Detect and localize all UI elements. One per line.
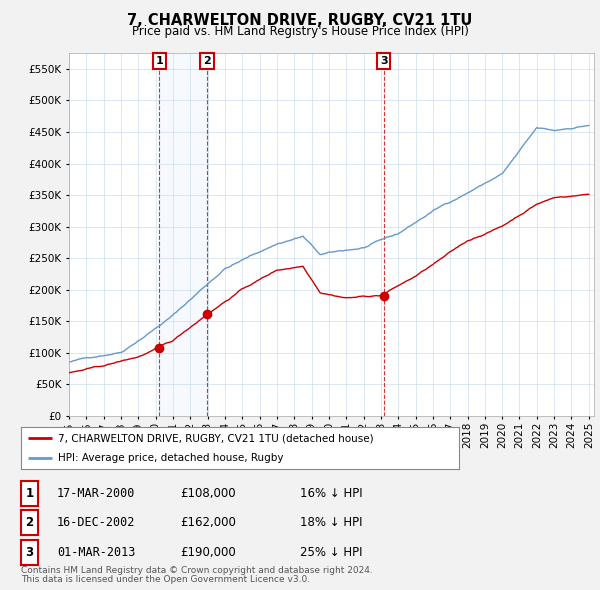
Text: 01-MAR-2013: 01-MAR-2013: [57, 546, 136, 559]
Text: £162,000: £162,000: [180, 516, 236, 529]
Text: 3: 3: [380, 56, 388, 66]
Text: 25% ↓ HPI: 25% ↓ HPI: [300, 546, 362, 559]
Text: Contains HM Land Registry data © Crown copyright and database right 2024.: Contains HM Land Registry data © Crown c…: [21, 566, 373, 575]
Text: 17-MAR-2000: 17-MAR-2000: [57, 487, 136, 500]
Bar: [159, 53, 207, 416]
Text: 1: 1: [25, 487, 34, 500]
Text: 16-DEC-2002: 16-DEC-2002: [57, 516, 136, 529]
Text: 1: 1: [155, 56, 163, 66]
Text: 2: 2: [203, 56, 211, 66]
Text: 7, CHARWELTON DRIVE, RUGBY, CV21 1TU (detached house): 7, CHARWELTON DRIVE, RUGBY, CV21 1TU (de…: [58, 433, 374, 443]
Text: 18% ↓ HPI: 18% ↓ HPI: [300, 516, 362, 529]
Text: HPI: Average price, detached house, Rugby: HPI: Average price, detached house, Rugb…: [58, 453, 284, 463]
Text: £108,000: £108,000: [180, 487, 236, 500]
Text: 7, CHARWELTON DRIVE, RUGBY, CV21 1TU: 7, CHARWELTON DRIVE, RUGBY, CV21 1TU: [127, 13, 473, 28]
Text: 2: 2: [25, 516, 34, 529]
Text: £190,000: £190,000: [180, 546, 236, 559]
Text: 16% ↓ HPI: 16% ↓ HPI: [300, 487, 362, 500]
Text: This data is licensed under the Open Government Licence v3.0.: This data is licensed under the Open Gov…: [21, 575, 310, 584]
Text: 3: 3: [25, 546, 34, 559]
Text: Price paid vs. HM Land Registry's House Price Index (HPI): Price paid vs. HM Land Registry's House …: [131, 25, 469, 38]
